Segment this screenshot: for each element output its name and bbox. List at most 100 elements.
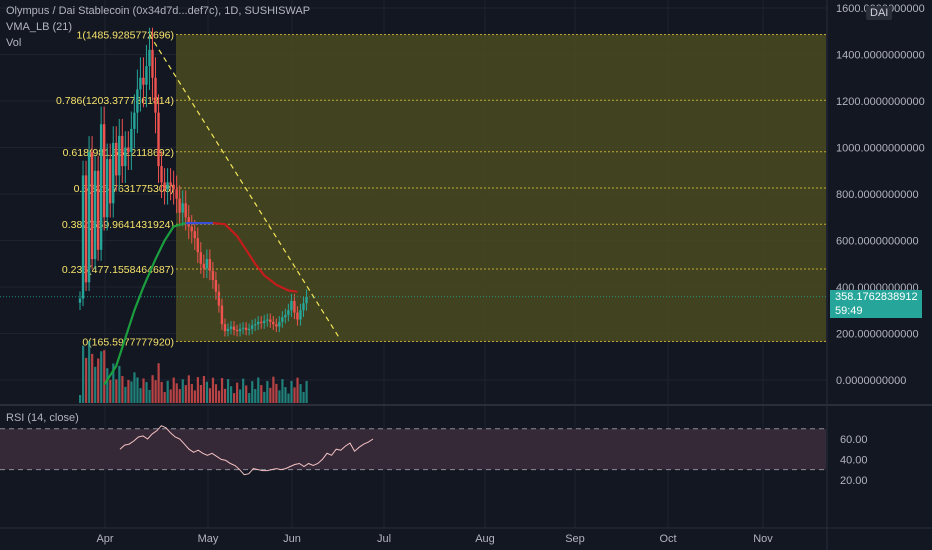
candle-body <box>190 226 193 232</box>
candle-body <box>238 328 242 332</box>
volume-bar <box>136 377 139 403</box>
volume-bar <box>154 380 157 403</box>
candle-body <box>115 142 118 176</box>
candle-body <box>102 124 106 218</box>
volume-bar <box>251 381 254 403</box>
candle-body <box>281 317 284 322</box>
x-tick-label: Apr <box>96 533 113 545</box>
candle-body <box>187 217 190 227</box>
candle-body <box>87 152 91 283</box>
candle-body <box>193 231 196 239</box>
candle-body <box>275 324 278 327</box>
volume-bar <box>223 388 227 403</box>
candle-body <box>241 327 245 329</box>
candle-body <box>112 142 115 204</box>
x-tick-label: Jun <box>283 533 301 545</box>
volume-bar <box>157 363 160 403</box>
candle-body <box>269 319 272 322</box>
volume-bar <box>169 389 172 403</box>
chart-title: Olympus / Dai Stablecoin (0x34d7d...def7… <box>6 5 311 17</box>
candle-body <box>305 296 308 304</box>
volume-bar <box>118 365 121 403</box>
volume-bar <box>124 386 127 403</box>
volume-bar <box>220 378 224 403</box>
volume-bar <box>278 390 281 403</box>
volume-bar <box>199 385 202 403</box>
volume-bar <box>151 375 154 403</box>
candle-body <box>226 328 230 332</box>
volume-bar <box>260 385 263 403</box>
y-tick-label: 1000.0000000000 <box>836 143 925 155</box>
candle-body <box>163 182 166 190</box>
candle-body <box>208 259 212 271</box>
candle-body <box>205 259 209 269</box>
volume-bar <box>290 380 293 403</box>
candle-body <box>142 77 145 85</box>
candle-body <box>256 321 260 325</box>
volume-bar <box>293 387 296 403</box>
rsi-band <box>0 428 826 470</box>
volume-bar <box>148 389 151 403</box>
candle-body <box>247 328 251 331</box>
volume-bar <box>257 377 260 403</box>
candle-body <box>293 300 296 313</box>
fib-level-label: 1(1485.9285772696) <box>76 30 174 42</box>
candle-body <box>229 326 233 329</box>
volume-bar <box>284 387 287 403</box>
volume-bar <box>145 382 148 403</box>
candle-body <box>220 305 224 325</box>
candle-body <box>263 320 266 324</box>
candle-body <box>299 310 302 320</box>
volume-bar <box>139 388 142 403</box>
volume-bar <box>236 382 239 403</box>
candle-body <box>118 135 121 176</box>
y-tick-label: 800.0000000000 <box>836 189 919 201</box>
candle-body <box>105 159 109 218</box>
fib-retracement[interactable]: 1(1485.9285772696) 0.786(1203.3777861814)… <box>56 30 826 349</box>
rsi-tick-label: 20.00 <box>840 475 868 487</box>
trendline[interactable] <box>148 34 341 341</box>
candlesticks <box>78 27 308 337</box>
volume-bar <box>296 377 299 403</box>
volume-bar <box>205 381 209 403</box>
fib-level-label: 0.786(1203.3777861814) <box>56 95 174 107</box>
candle-body <box>169 182 172 185</box>
volume-bar <box>299 384 302 403</box>
candle-body <box>151 49 154 78</box>
rsi-tick-label: 60.00 <box>840 434 868 446</box>
candle-body <box>199 252 202 264</box>
volume-bar <box>142 378 145 403</box>
candle-body <box>235 330 239 332</box>
candle-body <box>214 280 218 292</box>
volume-bar <box>233 393 236 403</box>
y-tick-label: 0.0000000000 <box>836 375 906 387</box>
current-price: 358.1762838912 <box>835 291 918 303</box>
volume-bar <box>269 387 272 403</box>
volume-bar <box>82 345 85 403</box>
volume-bar <box>242 378 245 403</box>
volume-bar <box>166 380 169 403</box>
candle-body <box>90 152 94 260</box>
candle-body <box>296 312 299 320</box>
volume-bar <box>184 385 187 403</box>
volume-bar <box>109 379 112 403</box>
candle-body <box>99 124 103 250</box>
candle-body <box>139 77 142 90</box>
vma-rising <box>103 222 187 386</box>
rsi-pane <box>0 425 826 476</box>
candle-body <box>244 327 248 331</box>
candle-body <box>223 324 227 332</box>
candle-body <box>81 175 85 299</box>
candle-body <box>175 189 178 199</box>
candle-body <box>109 159 112 204</box>
volume-bar <box>94 366 97 403</box>
unit-tag[interactable]: DAI <box>866 6 893 20</box>
candle-body <box>202 263 206 269</box>
volume-bar <box>190 383 193 403</box>
candle-body <box>166 182 169 190</box>
candle-body <box>121 135 124 167</box>
volume-bar <box>226 379 230 403</box>
volume-bar <box>127 379 130 403</box>
